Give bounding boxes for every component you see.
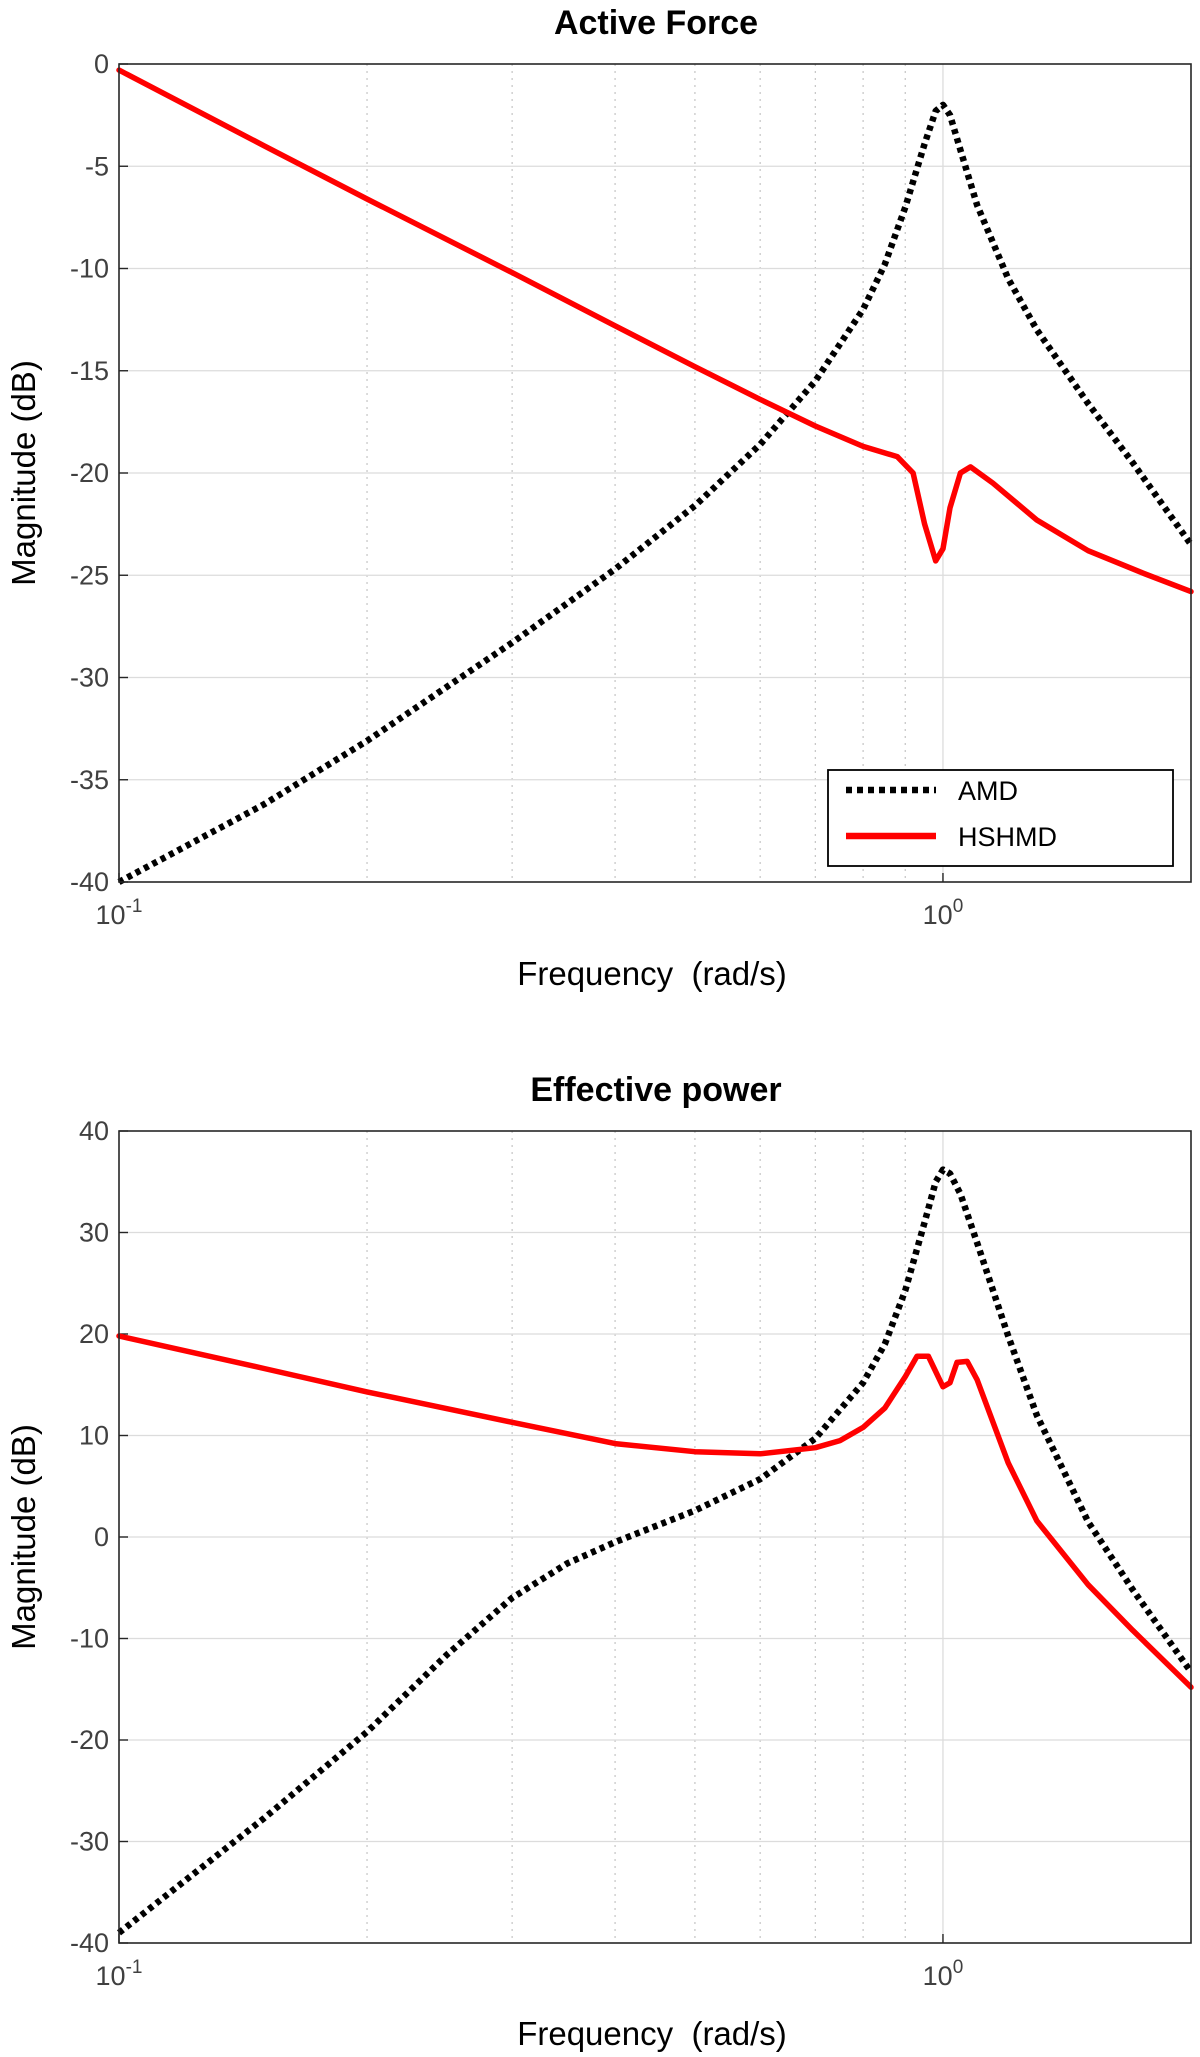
y-tick-label: -25 — [70, 560, 109, 590]
y-tick-label: -20 — [70, 458, 109, 488]
y-tick-label: -40 — [70, 1928, 109, 1958]
tick-labels: 10-1 100 0 -5 -10 -15 -20 -25 -30 -35 -40 — [70, 49, 963, 930]
y-tick-label: -30 — [70, 1827, 109, 1857]
y-tick-label: -10 — [70, 1624, 109, 1654]
grid-lines — [119, 1131, 1191, 1943]
y-tick-label: -20 — [70, 1725, 109, 1755]
x-tick-label: 10-1 — [96, 896, 143, 930]
series-line-hshmd — [116, 67, 1194, 595]
series-line-amd — [116, 1166, 1194, 1936]
series-line-hshmd — [116, 1333, 1194, 1690]
effective-power-plot: Effective power 10-1 100403020100-10-20-3… — [5, 1071, 1194, 2052]
x-tick-label: 10-1 — [96, 1957, 143, 1991]
grid-lines — [119, 64, 1191, 882]
y-tick-label: -30 — [70, 663, 109, 693]
y-tick-label: 30 — [79, 1218, 109, 1248]
active-force-plot: Active Force 10-1 100 0 -5 -10 -15 -20 -25 -30 -3… — [5, 4, 1194, 992]
y-tick-label: -35 — [70, 765, 109, 795]
x-tick-label: 100 — [923, 1957, 964, 1991]
y-tick-label: -5 — [85, 151, 109, 181]
y-tick-label: -10 — [70, 254, 109, 284]
y-tick-label: 20 — [79, 1319, 109, 1349]
y-tick-label: 0 — [94, 1522, 109, 1552]
legend-box — [827, 769, 1174, 867]
y-axis-label: Magnitude (dB) — [5, 1424, 42, 1650]
y-axis-label: Magnitude (dB) — [5, 360, 42, 586]
x-axis-label: Frequency (rad/s) — [517, 955, 787, 992]
legend: AMD HSHMD — [827, 769, 1174, 867]
plot-frame — [118, 1130, 1192, 1944]
series-lines — [116, 67, 1194, 885]
y-tick-label: 10 — [79, 1421, 109, 1451]
x-axis-label: Frequency (rad/s) — [517, 2015, 787, 2052]
y-tick-label: 0 — [94, 49, 109, 79]
plot-title: Active Force — [554, 4, 758, 42]
y-tick-label: -40 — [70, 867, 109, 897]
x-tick-label: 100 — [923, 896, 964, 930]
legend-label-hshmd: HSHMD — [958, 822, 1057, 852]
plot-title: Effective power — [530, 1071, 781, 1109]
series-lines — [116, 1166, 1194, 1936]
y-tick-label: -15 — [70, 356, 109, 386]
y-tick-label: 40 — [79, 1116, 109, 1146]
series-line-amd — [117, 101, 1194, 885]
plot-frame — [118, 63, 1192, 883]
legend-label-amd: AMD — [958, 776, 1018, 806]
